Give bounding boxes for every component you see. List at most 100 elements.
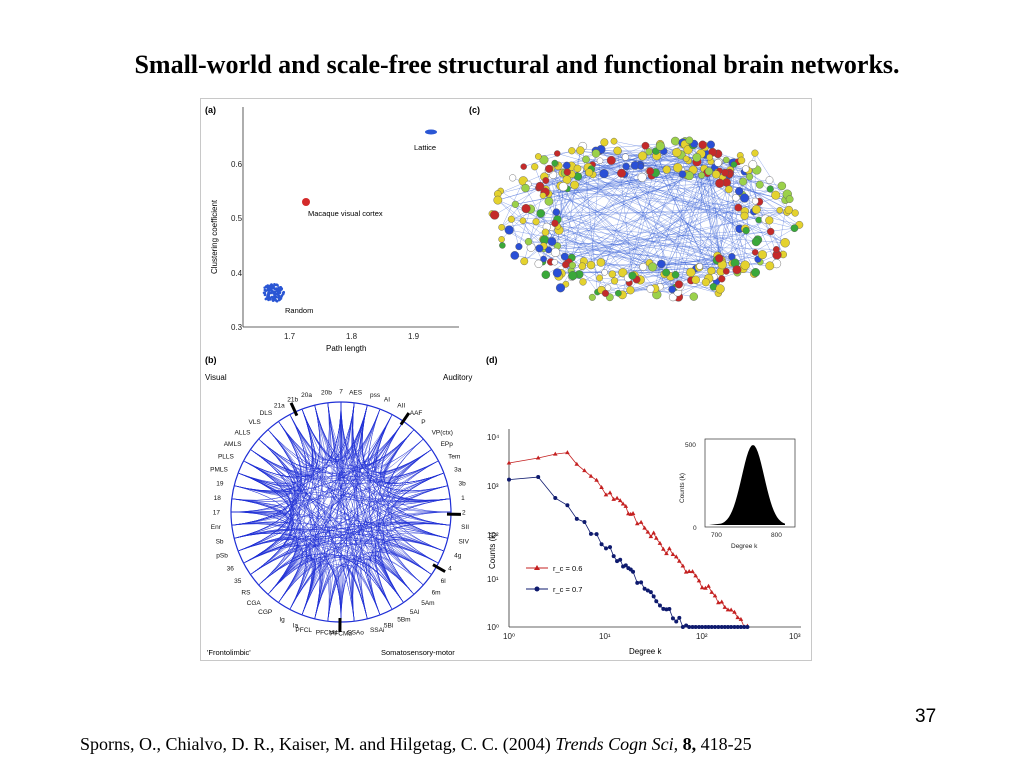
network-edge bbox=[585, 159, 747, 231]
node-label: SSAi bbox=[370, 627, 384, 634]
node-label: SIV bbox=[458, 538, 469, 545]
random-point bbox=[273, 294, 276, 298]
network-node bbox=[558, 182, 568, 192]
network-node bbox=[519, 217, 527, 225]
random-point bbox=[280, 295, 283, 298]
network-edge bbox=[548, 157, 697, 202]
random-point bbox=[275, 289, 279, 293]
connection-edge bbox=[352, 402, 448, 491]
connection-edge bbox=[238, 449, 293, 552]
network-edge bbox=[579, 174, 687, 275]
network-node bbox=[637, 172, 647, 182]
node-label: PFCL bbox=[295, 627, 312, 634]
random-point bbox=[269, 298, 272, 301]
network-node bbox=[706, 153, 713, 161]
degree-distribution bbox=[506, 450, 750, 629]
panel-d-ytick: 10⁰ bbox=[487, 623, 499, 632]
macaque-point bbox=[302, 198, 310, 206]
inset-ytick: 500 bbox=[685, 442, 696, 449]
network-node bbox=[639, 263, 648, 271]
series-rc06-point bbox=[638, 519, 644, 524]
node-label: 21a bbox=[274, 402, 285, 409]
network-node bbox=[570, 180, 579, 190]
network-node bbox=[657, 259, 666, 269]
network-edge bbox=[744, 171, 784, 255]
network-node bbox=[618, 268, 628, 278]
node-label: 5Bl bbox=[384, 623, 394, 630]
series-rc06-point bbox=[738, 616, 744, 621]
random-point bbox=[267, 291, 271, 295]
connection-edge bbox=[376, 438, 424, 603]
network-edge bbox=[556, 211, 653, 268]
network-node bbox=[588, 293, 596, 301]
network-node bbox=[757, 250, 767, 260]
functional-network bbox=[488, 136, 804, 302]
network-node bbox=[576, 146, 585, 155]
series-rc07-point bbox=[651, 594, 656, 599]
network-node bbox=[692, 153, 702, 162]
series-rc06-point bbox=[582, 468, 587, 473]
network-node bbox=[551, 258, 558, 266]
network-node bbox=[771, 190, 781, 200]
network-node bbox=[596, 274, 603, 282]
node-label: AII bbox=[397, 402, 405, 409]
network-node bbox=[655, 141, 665, 151]
network-node bbox=[766, 227, 775, 236]
series-rc06-point bbox=[677, 558, 682, 563]
network-node bbox=[600, 138, 609, 147]
network-node bbox=[784, 205, 793, 215]
panel-d-ylabel: Counts (k) bbox=[488, 532, 497, 569]
network-node bbox=[610, 137, 618, 145]
network-node bbox=[735, 187, 744, 196]
series-rc07-point bbox=[703, 625, 708, 629]
connection-edge bbox=[327, 401, 342, 622]
series-rc06-point bbox=[657, 540, 663, 545]
network-node bbox=[662, 165, 671, 174]
connection-edge bbox=[353, 405, 368, 619]
network-edge bbox=[599, 151, 657, 156]
network-edge bbox=[546, 172, 708, 228]
network-edge bbox=[557, 226, 786, 244]
network-node bbox=[539, 155, 549, 165]
network-node bbox=[534, 153, 542, 160]
network-node bbox=[510, 251, 520, 260]
series-rc06-point bbox=[722, 604, 728, 609]
network-node bbox=[617, 168, 627, 178]
network-edge bbox=[678, 260, 718, 285]
random-point bbox=[264, 289, 268, 292]
network-node bbox=[520, 163, 527, 170]
panel-d-xtick: 10¹ bbox=[599, 632, 611, 641]
series-rc06-point bbox=[648, 534, 654, 539]
network-node bbox=[715, 178, 725, 188]
connection-edge bbox=[327, 460, 439, 622]
panel-a-ytick: 0.6 bbox=[231, 160, 243, 169]
network-node bbox=[732, 194, 740, 202]
network-node bbox=[499, 242, 506, 249]
node-label: VP(ctx) bbox=[432, 429, 453, 436]
network-node bbox=[742, 165, 750, 173]
series-rc07-point bbox=[588, 531, 593, 536]
network-edge bbox=[574, 184, 673, 290]
connection-edge bbox=[278, 421, 310, 467]
series-rc07-point bbox=[693, 625, 698, 629]
network-node bbox=[685, 136, 694, 145]
series-rc07-point bbox=[706, 625, 711, 629]
connection-edge bbox=[340, 409, 381, 623]
series-rc07-point bbox=[599, 542, 604, 547]
network-node bbox=[498, 224, 505, 231]
node-label: Ig bbox=[279, 617, 285, 624]
series-rc07-point bbox=[536, 475, 541, 480]
legend-label-2: r_c = 0.7 bbox=[553, 585, 582, 594]
series-rc06-point bbox=[588, 473, 594, 478]
panel-d-xtick: 10³ bbox=[789, 632, 801, 641]
network-node bbox=[568, 261, 577, 269]
connection-edge bbox=[231, 498, 342, 623]
series-rc07-point bbox=[709, 625, 714, 629]
network-node bbox=[591, 149, 601, 158]
series-rc06-point bbox=[645, 529, 651, 534]
node-label: EPp bbox=[441, 441, 454, 448]
network-edge bbox=[571, 169, 757, 271]
network-node bbox=[714, 158, 722, 167]
network-node bbox=[521, 183, 530, 193]
